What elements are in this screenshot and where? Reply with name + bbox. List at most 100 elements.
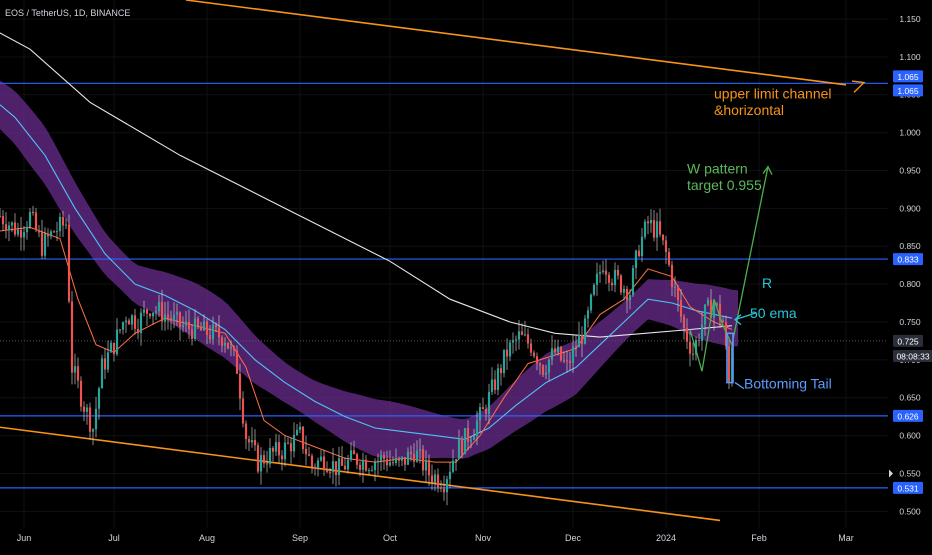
time-tick-label: Jul [108,533,120,543]
ema50-line [0,104,733,440]
candle-body [532,352,536,357]
candle-body [445,479,449,493]
annotation-text[interactable]: W pattern [687,160,748,176]
candle-body [55,231,59,233]
time-tick-label: Nov [475,533,492,543]
annotation-text[interactable]: upper limit channel [714,85,832,101]
candle-body [202,321,206,331]
candle-body [40,232,44,256]
candle-body [433,474,437,483]
candle-body [391,462,395,464]
annotation-text[interactable]: &horizontal [714,102,784,118]
candle-body [544,372,548,375]
candle-body [463,428,467,455]
candle-body [208,335,212,340]
w-pattern-drawing[interactable] [689,299,733,372]
candle-body [355,454,359,465]
candle-body [31,211,35,213]
candle-body [226,342,230,349]
candle-body [112,342,116,355]
candle-body [196,318,200,327]
candle-body [400,457,404,461]
candle-body [58,216,62,232]
annotation-text[interactable]: Bottoming Tail [744,376,832,392]
candle-body [592,284,596,295]
resistance-arrow-head [733,314,742,326]
price-badge [893,409,923,422]
candle-body [376,460,380,463]
price-badge-label: 1.065 [897,86,919,96]
candle-body [436,474,440,488]
candle-body [160,302,164,322]
candle-body [481,407,485,410]
candle-body [205,321,209,336]
candle-body [361,459,365,470]
candle-body [517,331,521,340]
candle-body [346,459,350,470]
candle-body [268,447,272,465]
candle-body [589,294,593,311]
candle-body [424,459,428,471]
price-badge-label: 1.065 [897,72,919,82]
resistance-arrow-line[interactable] [734,312,757,321]
price-tick-label: 0.950 [899,165,921,175]
price-badge [893,253,923,266]
time-tick-label: Aug [199,533,215,543]
candle-body [670,264,674,288]
candle-body [712,303,716,318]
candle-body [619,275,623,293]
time-axis[interactable]: Jun Jul Aug Sep Oct Nov Dec 2024 Feb Mar [17,533,854,543]
candle-body [277,442,281,456]
time-tick-label: Oct [383,533,398,543]
candle-body [511,340,515,343]
candle-body [382,455,386,460]
annotations-layer: upper limit channel&horizontal W patternt… [687,85,832,391]
candle-body [37,229,41,233]
candle-body [418,449,422,451]
candle-body [187,321,191,330]
candle-body [10,222,14,226]
annotation-text[interactable]: 50 ema [750,305,797,321]
candle-body [505,349,509,357]
annotation-text[interactable]: target 0.955 [687,177,762,193]
candle-body [682,316,686,329]
candle-body [16,229,20,235]
candle-body [697,340,701,342]
candle-body [295,429,299,435]
candle-body [0,215,2,217]
candle-body [43,233,47,256]
annotation-text[interactable]: R [762,275,772,291]
candle-body [157,302,161,312]
candle-body [574,346,578,348]
bottoming-tail-arrow [734,382,745,390]
candle-body [679,299,683,317]
price-axis[interactable]: 1.1501.1001.0501.0000.9500.9000.8500.800… [889,14,932,516]
candle-body [499,368,503,374]
candle-body [676,286,680,300]
time-tick-label: Feb [751,533,767,543]
candle-body [211,324,215,340]
candle-body [13,222,17,235]
candle-body [49,231,53,237]
candle-body [703,304,707,325]
candle-body [493,379,497,390]
price-tick-label: 0.800 [899,279,921,289]
target-arrow-line[interactable] [731,166,769,345]
candle-body [217,327,221,338]
candle-body [442,488,446,493]
bottoming-tail-box[interactable] [726,332,734,384]
candle-body [199,326,203,331]
candle-body [448,471,452,480]
channel-line[interactable] [185,0,847,86]
candle-body [76,366,80,381]
candle-body [421,449,425,471]
price-badge [893,350,932,363]
candle-body [91,429,95,432]
candle-body [262,455,266,464]
price-badge-label: 0.725 [897,336,919,346]
candle-body [289,443,293,452]
price-badge [893,334,923,347]
candle-body [109,342,113,353]
